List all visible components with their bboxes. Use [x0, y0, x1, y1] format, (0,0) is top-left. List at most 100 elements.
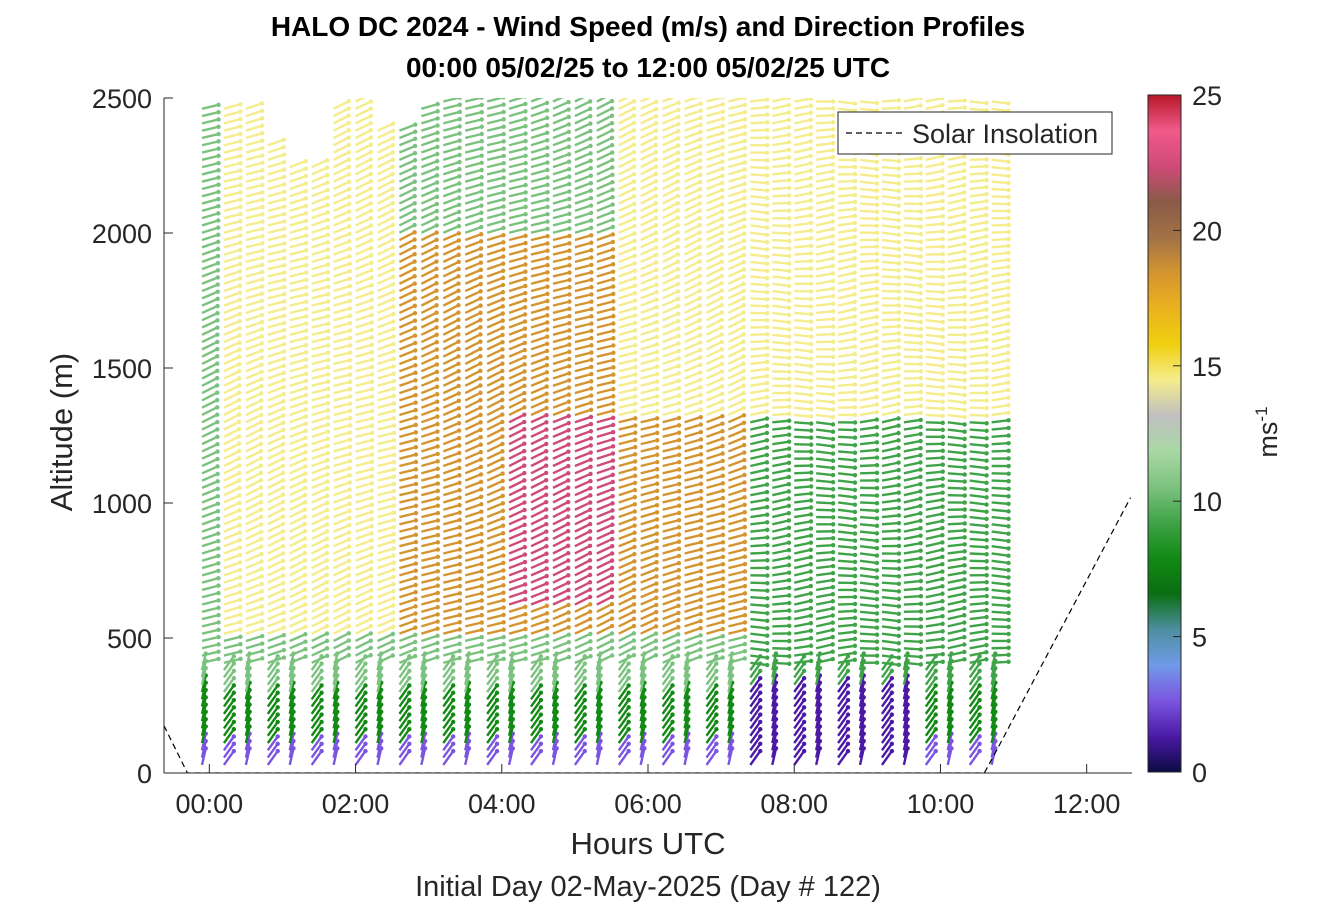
wind-barb: [377, 597, 394, 606]
wind-barb-tip: [714, 712, 719, 717]
wind-barb: [486, 677, 499, 693]
wind-barb-tip: [216, 642, 221, 647]
wind-barb-tip: [456, 310, 461, 315]
wind-barb: [464, 421, 482, 431]
wind-barb-tip: [609, 631, 615, 636]
wind-barb: [223, 255, 241, 264]
wind-barb-tip: [808, 643, 814, 648]
wind-barb-tip: [719, 384, 725, 389]
wind-barb-tip: [697, 318, 703, 323]
wind-barb-tip: [588, 166, 593, 171]
wind-barb-tip: [494, 712, 500, 717]
wind-barb-tip: [609, 120, 615, 126]
wind-barb: [728, 118, 746, 125]
wind-barb: [289, 559, 306, 570]
wind-barb-tip: [500, 405, 505, 410]
wind-barb-tip: [494, 690, 500, 695]
wind-barb: [662, 518, 680, 526]
wind-barb: [552, 234, 570, 242]
wind-barb-tip: [588, 471, 593, 477]
wind-barb: [486, 613, 504, 621]
wind-barb-tip: [325, 408, 331, 413]
wind-barb: [223, 598, 241, 606]
wind-barb: [530, 146, 548, 154]
wind-barb: [750, 121, 768, 125]
wind-barb: [201, 510, 219, 519]
wind-barb-tip: [407, 668, 412, 674]
wind-barb: [662, 569, 680, 577]
wind-barb: [640, 582, 657, 592]
wind-barb: [662, 364, 680, 373]
wind-barb-tip: [457, 102, 462, 107]
wind-barb: [244, 682, 251, 700]
wind-barb: [640, 453, 658, 460]
wind-barb-tip: [742, 124, 748, 129]
wind-barb-tip: [765, 158, 770, 163]
wind-barb: [266, 670, 279, 686]
wind-barb-tip: [434, 369, 440, 375]
wind-barb-tip: [302, 536, 308, 541]
wind-barb-tip: [714, 690, 719, 695]
wind-barb-tip: [675, 653, 681, 658]
wind-barb-tip: [655, 430, 660, 436]
wind-barb-tip: [413, 575, 418, 581]
wind-barb: [684, 497, 702, 504]
wind-barb-tip: [457, 138, 462, 143]
wind-barb-tip: [714, 683, 719, 688]
wind-barb: [640, 402, 658, 409]
wind-barb: [355, 194, 372, 205]
wind-barb: [595, 726, 602, 744]
wind-barb: [333, 129, 350, 140]
wind-barb: [311, 509, 328, 519]
wind-barb: [376, 682, 383, 700]
wind-barb: [442, 392, 460, 402]
wind-barb: [223, 428, 240, 438]
wind-barb: [794, 499, 812, 504]
wind-barb: [245, 349, 263, 358]
wind-barb: [333, 284, 351, 293]
wind-barb-tip: [720, 399, 725, 404]
wind-barb-tip: [720, 540, 726, 545]
wind-barb: [574, 573, 591, 584]
wind-barb-tip: [801, 683, 807, 688]
wind-barb-tip: [758, 727, 763, 732]
wind-barb: [772, 534, 790, 541]
wind-barb: [333, 344, 351, 351]
wind-barb-tip: [303, 654, 308, 659]
wind-barb-tip: [588, 414, 594, 420]
wind-barb: [507, 726, 514, 744]
wind-barb-tip: [676, 632, 681, 637]
wind-barb-tip: [545, 167, 550, 173]
wind-barb: [618, 424, 636, 431]
wind-barb: [201, 562, 219, 570]
wind-barb: [530, 728, 542, 744]
wind-barb-tip: [368, 208, 374, 214]
wind-barb: [354, 699, 367, 715]
wind-barb: [201, 524, 219, 533]
wind-barb: [333, 210, 350, 220]
wind-barb-tip: [654, 260, 659, 265]
wind-barb: [486, 398, 503, 409]
wind-barb: [267, 293, 285, 300]
wind-barb-tip: [653, 164, 659, 169]
wind-barb: [684, 416, 702, 424]
wind-barb-tip: [231, 727, 237, 732]
wind-barb: [662, 482, 680, 490]
wind-barb: [464, 428, 482, 438]
wind-barb-tip: [589, 299, 594, 304]
wind-barb-tip: [412, 222, 417, 228]
wind-barb: [267, 544, 284, 555]
wind-barb-tip: [457, 554, 463, 560]
wind-barb-tip: [786, 320, 792, 325]
wind-barb: [530, 335, 548, 344]
wind-barb-tip: [786, 155, 792, 160]
wind-barb-tip: [544, 334, 550, 339]
wind-barb: [552, 648, 570, 657]
wind-barb-tip: [565, 536, 571, 541]
wind-barb-tip: [670, 734, 675, 739]
wind-barb: [552, 633, 570, 643]
wind-barb: [442, 481, 460, 490]
wind-barb-tip: [742, 487, 747, 493]
wind-barb: [705, 318, 723, 329]
wind-barb-tip: [741, 405, 747, 411]
